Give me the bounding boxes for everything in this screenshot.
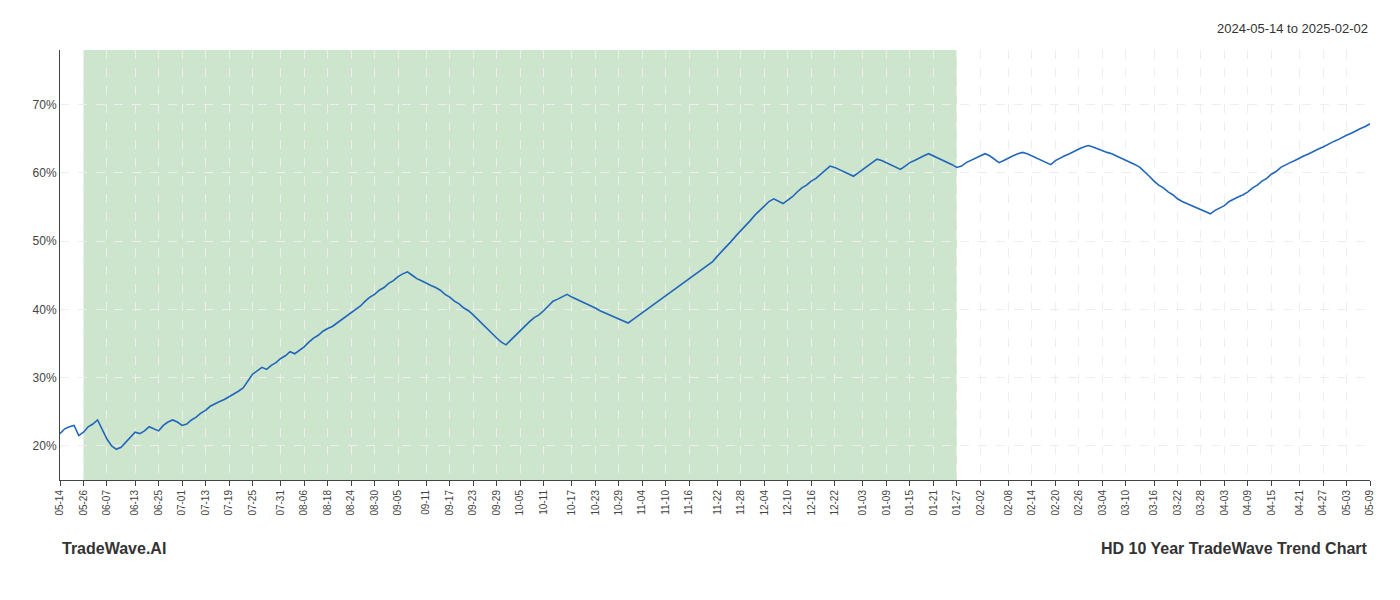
svg-text:04-03: 04-03 <box>1219 490 1230 516</box>
svg-text:03-16: 03-16 <box>1148 490 1159 516</box>
svg-text:20%: 20% <box>33 439 57 453</box>
svg-text:01-09: 01-09 <box>881 490 892 516</box>
svg-text:40%: 40% <box>33 303 57 317</box>
svg-text:10-23: 10-23 <box>590 490 601 516</box>
svg-text:01-27: 01-27 <box>951 490 962 516</box>
svg-text:09-17: 09-17 <box>444 490 455 516</box>
svg-text:11-10: 11-10 <box>660 490 671 515</box>
svg-text:12-04: 12-04 <box>759 490 770 516</box>
svg-text:08-06: 08-06 <box>298 490 309 516</box>
svg-text:08-18: 08-18 <box>322 490 333 516</box>
svg-text:70%: 70% <box>33 98 57 112</box>
svg-text:06-13: 06-13 <box>129 490 140 516</box>
svg-text:2024-05-14 to 2025-02-02: 2024-05-14 to 2025-02-02 <box>1217 21 1368 36</box>
svg-text:09-05: 09-05 <box>392 490 403 516</box>
svg-text:05-09: 05-09 <box>1364 490 1375 516</box>
svg-text:11-28: 11-28 <box>735 490 746 515</box>
svg-text:07-19: 07-19 <box>223 490 234 516</box>
svg-text:02-26: 02-26 <box>1073 490 1084 516</box>
svg-text:60%: 60% <box>33 166 57 180</box>
svg-text:03-10: 03-10 <box>1120 490 1131 516</box>
svg-text:07-01: 07-01 <box>176 490 187 516</box>
svg-text:03-22: 03-22 <box>1172 490 1183 516</box>
svg-text:06-25: 06-25 <box>153 490 164 516</box>
svg-text:09-23: 09-23 <box>467 490 478 516</box>
svg-text:05-26: 05-26 <box>78 490 89 516</box>
svg-text:08-24: 08-24 <box>345 490 356 516</box>
svg-text:50%: 50% <box>33 234 57 248</box>
svg-text:01-15: 01-15 <box>904 490 915 516</box>
svg-text:TradeWave.AI: TradeWave.AI <box>62 540 166 557</box>
svg-text:02-02: 02-02 <box>975 490 986 516</box>
svg-text:11-04: 11-04 <box>636 490 647 515</box>
svg-text:02-14: 02-14 <box>1026 490 1037 516</box>
svg-text:04-09: 04-09 <box>1242 490 1253 516</box>
svg-text:04-27: 04-27 <box>1317 490 1328 516</box>
svg-text:07-25: 07-25 <box>247 490 258 516</box>
svg-text:07-13: 07-13 <box>200 490 211 516</box>
svg-text:10-11: 10-11 <box>538 490 549 515</box>
svg-text:12-22: 12-22 <box>829 490 840 516</box>
svg-text:05-14: 05-14 <box>54 490 65 516</box>
svg-text:10-17: 10-17 <box>566 490 577 516</box>
svg-text:04-21: 04-21 <box>1294 490 1305 516</box>
svg-text:09-11: 09-11 <box>420 490 431 515</box>
svg-text:11-22: 11-22 <box>712 490 723 515</box>
svg-text:HD 10 Year TradeWave Trend Cha: HD 10 Year TradeWave Trend Chart <box>1101 540 1368 557</box>
svg-text:03-28: 03-28 <box>1195 490 1206 516</box>
svg-text:04-15: 04-15 <box>1266 490 1277 516</box>
svg-text:12-16: 12-16 <box>806 490 817 516</box>
svg-text:08-30: 08-30 <box>369 490 380 516</box>
svg-text:12-10: 12-10 <box>782 490 793 516</box>
svg-text:10-05: 10-05 <box>514 490 525 516</box>
svg-text:10-29: 10-29 <box>613 490 624 516</box>
svg-text:11-16: 11-16 <box>683 490 694 515</box>
svg-text:06-07: 06-07 <box>101 490 112 516</box>
svg-text:03-04: 03-04 <box>1097 490 1108 516</box>
svg-text:09-29: 09-29 <box>491 490 502 516</box>
svg-text:01-21: 01-21 <box>928 490 939 516</box>
svg-text:07-31: 07-31 <box>275 490 286 516</box>
svg-text:01-03: 01-03 <box>857 490 868 516</box>
svg-text:02-08: 02-08 <box>1003 490 1014 516</box>
svg-text:02-20: 02-20 <box>1050 490 1061 516</box>
svg-text:05-03: 05-03 <box>1341 490 1352 516</box>
svg-text:30%: 30% <box>33 371 57 385</box>
